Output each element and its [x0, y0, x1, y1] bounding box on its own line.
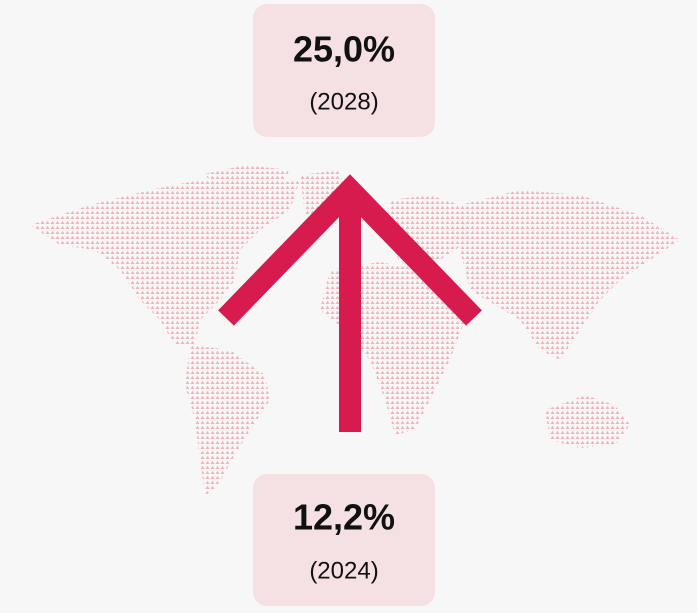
top-year: (2028)	[309, 88, 378, 115]
top-box	[253, 4, 435, 137]
up-arrow	[218, 174, 482, 432]
bottom-value: 12,2%	[293, 497, 395, 538]
bottom-year: (2024)	[309, 557, 378, 584]
bottom-box	[253, 474, 435, 606]
world-map	[30, 165, 680, 495]
top-value: 25,0%	[293, 29, 395, 70]
